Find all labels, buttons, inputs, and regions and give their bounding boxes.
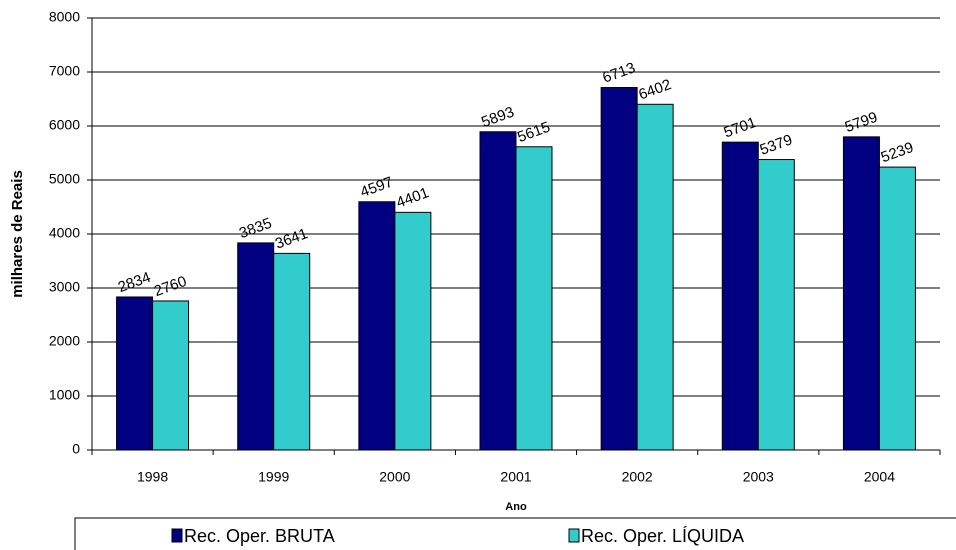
bar: [152, 300, 190, 451]
y-tick-label: 2000: [49, 333, 80, 349]
bar: [600, 86, 638, 451]
bar: [636, 103, 674, 451]
data-label: 2760: [152, 273, 189, 300]
bar: [237, 242, 275, 451]
x-tick-label: 2004: [864, 469, 895, 485]
data-label: 3641: [273, 225, 310, 252]
x-tick-label: 2003: [743, 469, 774, 485]
x-tick-label: 1998: [137, 469, 168, 485]
bar: [273, 252, 311, 451]
data-label: 5893: [479, 104, 516, 131]
legend-box: [74, 517, 956, 550]
data-label: 2834: [116, 269, 153, 296]
data-label: 6402: [636, 76, 673, 103]
legend-swatch: [568, 528, 580, 543]
y-tick-label: 6000: [49, 117, 80, 133]
y-tick-label: 7000: [49, 63, 80, 79]
bar: [757, 159, 795, 451]
data-label: 4597: [358, 174, 395, 201]
data-label: 4401: [394, 184, 431, 211]
data-label: 5239: [879, 139, 916, 166]
x-tick-label: 2000: [379, 469, 410, 485]
legend-swatch: [171, 528, 183, 543]
bar: [358, 201, 396, 451]
bar: [721, 141, 759, 451]
data-label: 5799: [843, 109, 880, 136]
legend-label: Rec. Oper. LÍQUIDA: [581, 526, 744, 546]
y-tick-label: 0: [72, 441, 80, 457]
data-label: 5615: [515, 119, 552, 146]
y-axis-label: milhares de Reais: [9, 170, 26, 298]
data-label: 6713: [600, 59, 637, 86]
bar: [394, 211, 432, 451]
bar: [515, 146, 553, 451]
x-tick-label: 2002: [622, 469, 653, 485]
data-label: 5701: [722, 114, 759, 141]
y-tick-label: 3000: [49, 279, 80, 295]
bar: [479, 131, 517, 451]
bar: [116, 296, 154, 451]
data-label: 3835: [237, 215, 274, 242]
bar: [842, 136, 880, 451]
data-label: 5379: [758, 131, 795, 158]
y-tick-label: 4000: [49, 225, 80, 241]
legend-label: Rec. Oper. BRUTA: [184, 526, 335, 546]
x-tick-label: 2001: [500, 469, 531, 485]
x-axis-label: Ano: [505, 501, 527, 513]
y-tick-label: 1000: [49, 387, 80, 403]
bar: [878, 166, 916, 451]
y-tick-label: 8000: [49, 9, 80, 25]
x-tick-label: 1999: [258, 469, 289, 485]
y-tick-label: 5000: [49, 171, 80, 187]
